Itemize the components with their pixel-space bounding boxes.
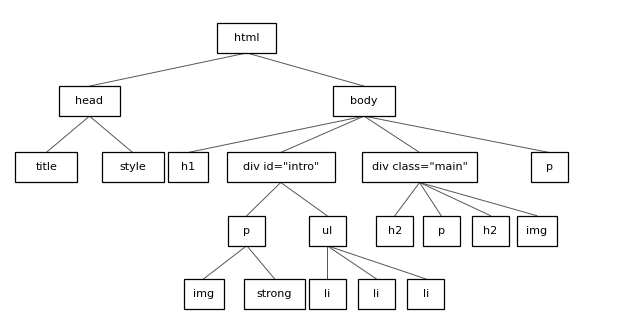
Text: div id="intro": div id="intro" (242, 162, 319, 173)
FancyBboxPatch shape (244, 279, 305, 309)
Text: div class="main": div class="main" (371, 162, 468, 173)
FancyBboxPatch shape (308, 279, 346, 309)
Text: h2: h2 (387, 226, 402, 236)
Text: img: img (526, 226, 547, 236)
FancyBboxPatch shape (517, 216, 557, 246)
Text: p: p (545, 162, 553, 173)
Text: strong: strong (257, 289, 292, 299)
Text: style: style (119, 162, 146, 173)
Text: head: head (75, 96, 104, 106)
Text: ul: ul (322, 226, 332, 236)
FancyBboxPatch shape (407, 279, 444, 309)
FancyBboxPatch shape (472, 216, 509, 246)
FancyBboxPatch shape (227, 153, 334, 183)
FancyBboxPatch shape (358, 279, 395, 309)
Text: p: p (243, 226, 251, 236)
FancyBboxPatch shape (184, 279, 223, 309)
Text: img: img (193, 289, 214, 299)
Text: p: p (437, 226, 445, 236)
Text: body: body (350, 96, 378, 106)
Text: title: title (35, 162, 57, 173)
FancyBboxPatch shape (531, 153, 568, 183)
FancyBboxPatch shape (102, 153, 164, 183)
Text: h2: h2 (483, 226, 498, 236)
FancyBboxPatch shape (308, 216, 346, 246)
FancyBboxPatch shape (59, 86, 120, 116)
Text: h1: h1 (181, 162, 195, 173)
FancyBboxPatch shape (15, 153, 77, 183)
Text: li: li (324, 289, 330, 299)
FancyBboxPatch shape (376, 216, 413, 246)
FancyBboxPatch shape (168, 153, 208, 183)
Text: li: li (373, 289, 379, 299)
FancyBboxPatch shape (333, 86, 395, 116)
FancyBboxPatch shape (228, 216, 265, 246)
FancyBboxPatch shape (423, 216, 460, 246)
FancyBboxPatch shape (363, 153, 476, 183)
Text: li: li (423, 289, 429, 299)
Text: html: html (234, 33, 260, 43)
FancyBboxPatch shape (218, 23, 276, 53)
